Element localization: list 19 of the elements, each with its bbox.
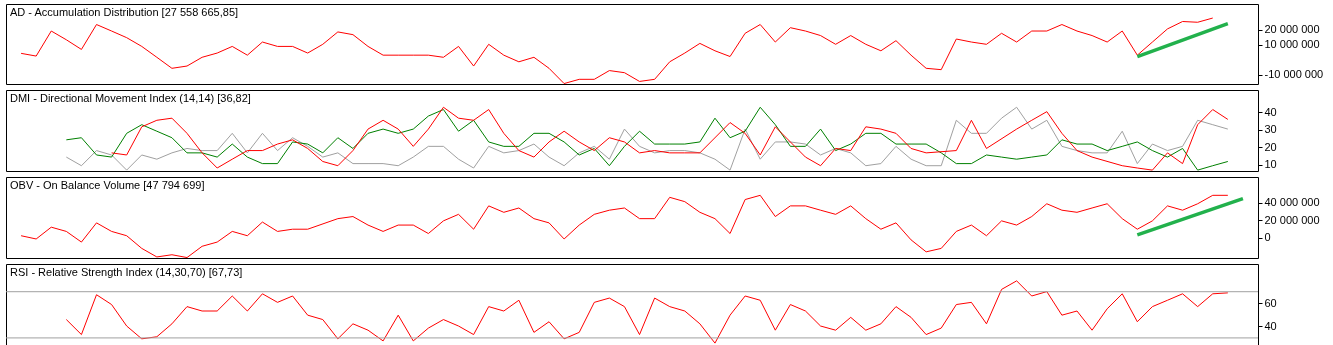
line-series xyxy=(20,194,1229,258)
y-tick-label: 20 000 000 xyxy=(1264,213,1320,226)
y-tick-label: 10 000 000 xyxy=(1264,38,1320,51)
y-tick-label: 60 xyxy=(1264,296,1277,309)
y-tick-label: 40 000 000 xyxy=(1264,196,1320,209)
y-tick-label: 10 xyxy=(1264,158,1277,171)
y-tick-label: 40 xyxy=(1264,105,1277,118)
chart-title: OBV - On Balance Volume [47 794 699] xyxy=(10,179,205,191)
chart-title: DMI - Directional Movement Index (14,14) [36,82] xyxy=(10,92,251,104)
line-series xyxy=(20,17,1214,84)
y-tick-label: -10 000 000 xyxy=(1264,68,1324,81)
y-tick-label: 0 xyxy=(1264,231,1271,244)
y-tick-label: 30 xyxy=(1264,123,1277,136)
y-tick-label: 20 000 000 xyxy=(1264,23,1320,36)
chart-title: AD - Accumulation Distribution [27 558 665,85] xyxy=(10,6,239,18)
y-tick-label: 40 xyxy=(1264,319,1277,332)
y-tick-label: 20 xyxy=(1264,140,1277,153)
line-series xyxy=(65,280,1229,344)
chart-title: RSI - Relative Strength Index (14,30,70) [67,73] xyxy=(10,266,243,278)
